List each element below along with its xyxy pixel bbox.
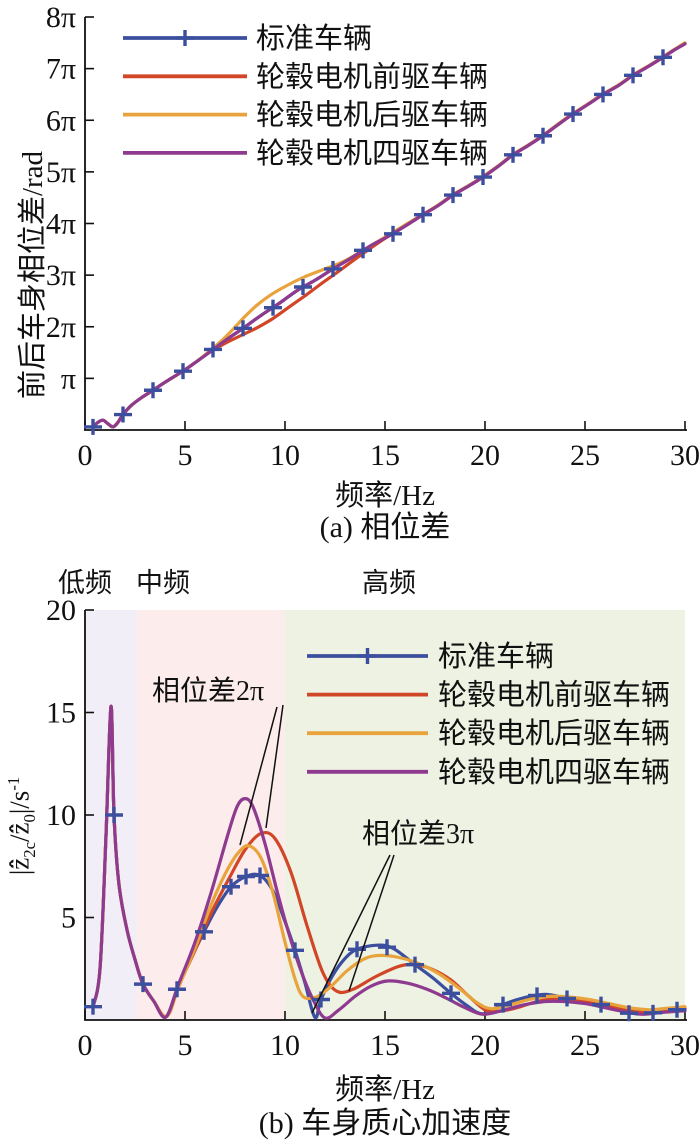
y-tick-label: 5	[61, 902, 76, 935]
x-tick-label: 25	[570, 1029, 600, 1062]
annotation-pointer-line	[265, 704, 284, 829]
x-tick-label: 15	[370, 439, 400, 472]
legend-label-awd: 轮毂电机四驱车辆	[256, 137, 488, 170]
chart-b-ylabel-part: |/s	[4, 790, 35, 815]
chart-b-ylabel-part: 2c	[19, 841, 39, 858]
y-tick-label: 20	[46, 594, 76, 627]
y-tick-label: 6π	[46, 104, 76, 137]
legend-label-standard: 标准车辆	[256, 22, 372, 55]
legend-label-rear-drive: 轮毂电机后驱车辆	[256, 99, 488, 132]
legend-label-front-drive: 轮毂电机前驱车辆	[256, 60, 488, 93]
legend-label-rear-drive: 轮毂电机后驱车辆	[438, 717, 670, 750]
annotation-label: 相位差2π	[152, 675, 264, 707]
chart-b-ylabel-part: |	[4, 869, 35, 876]
y-tick-label: 15	[46, 697, 76, 730]
x-tick-label: 20	[470, 1029, 500, 1062]
chart-b-x-axis-title: 频率/Hz	[335, 1074, 435, 1106]
annotation-pointer-line	[311, 854, 391, 1014]
y-tick-label: π	[61, 362, 76, 395]
y-tick-label: 7π	[46, 53, 76, 86]
chart-b-caption: (b) 车身质心加速度	[258, 1107, 512, 1140]
x-tick-label: 10	[270, 1029, 300, 1062]
chart-a-caption: (a) 相位差	[319, 511, 451, 544]
y-tick-label: 4π	[46, 208, 76, 241]
legend-label-front-drive: 轮毂电机前驱车辆	[438, 679, 670, 712]
x-tick-label: 5	[178, 439, 193, 472]
annotation-pointer-line	[239, 706, 278, 846]
series-markers-standard	[84, 807, 686, 1022]
x-tick-label: 30	[670, 1029, 700, 1062]
x-tick-label: 0	[78, 439, 93, 472]
legend-marker-standard	[358, 648, 377, 664]
chart-b-ylabel-part: /	[4, 834, 35, 842]
chart-b-ylabel-part: z̈̂	[4, 857, 35, 870]
legend-marker-standard	[176, 30, 194, 46]
x-tick-label: 10	[270, 439, 300, 472]
y-tick-label: 3π	[46, 259, 76, 292]
region-band-中频	[137, 610, 285, 1020]
y-tick-label: 10	[46, 799, 76, 832]
x-tick-label: 25	[570, 439, 600, 472]
x-tick-label: 20	[470, 439, 500, 472]
chart-a-x-axis-title: 频率/Hz	[335, 480, 435, 512]
chart-a-y-axis-title: 前后车身相位差/rad	[17, 150, 49, 400]
legend-label-awd: 轮毂电机四驱车辆	[438, 756, 670, 789]
chart-b-ylabel-part: -1	[4, 776, 24, 791]
y-tick-label: 2π	[46, 311, 76, 344]
x-tick-label: 5	[178, 1029, 193, 1062]
chart-b-ylabel-part: z̈̂	[4, 822, 35, 835]
annotation-label: 相位差3π	[362, 818, 474, 850]
series-line-awd	[91, 42, 687, 429]
region-label: 中频	[136, 568, 190, 598]
chart-b-y-axis-title: |z̈̂2c/z̈̂0|/s-1	[4, 676, 40, 976]
x-tick-label: 30	[670, 439, 700, 472]
legend-label-standard: 标准车辆	[438, 640, 554, 673]
y-tick-label: 8π	[46, 1, 76, 34]
x-tick-label: 0	[78, 1029, 93, 1062]
chart-b-ylabel-part: 0	[19, 814, 39, 823]
region-label: 低频	[58, 568, 112, 598]
y-tick-label: 5π	[46, 156, 76, 189]
annotation-pointer-line	[348, 854, 395, 992]
x-tick-label: 15	[370, 1029, 400, 1062]
series-markers-standard	[84, 49, 672, 435]
region-label: 高频	[362, 568, 416, 598]
